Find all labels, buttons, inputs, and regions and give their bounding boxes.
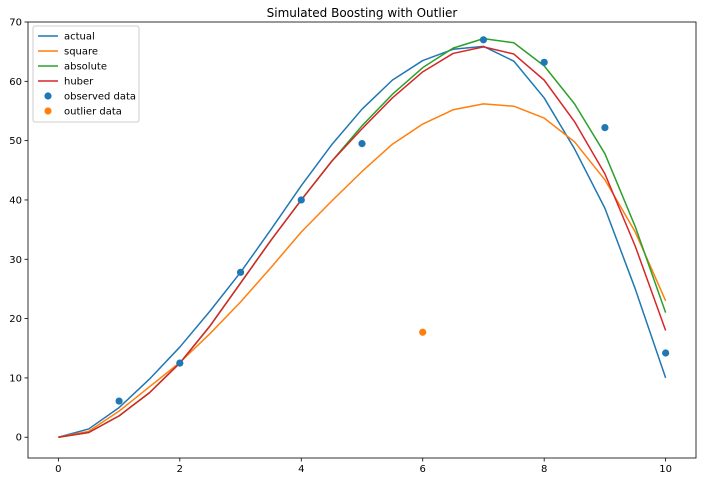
y-tick-label: 20	[9, 314, 22, 325]
legend-label-square: square	[64, 47, 98, 58]
y-tick-label: 30	[9, 255, 22, 266]
data-point-observed-data	[358, 140, 366, 148]
legend-label-actual: actual	[64, 32, 95, 43]
x-tick-label: 10	[659, 464, 672, 475]
axes-frame	[27, 21, 697, 459]
y-tick-label: 0	[16, 433, 22, 444]
y-tick-label: 70	[9, 18, 22, 29]
data-point-observed-data	[297, 196, 305, 204]
x-tick-label: 0	[55, 464, 61, 475]
data-point-observed-data	[540, 58, 548, 66]
legend-swatch-observed-data	[44, 92, 52, 100]
series-line-square	[58, 103, 667, 438]
x-tick-label: 2	[177, 464, 183, 475]
data-point-observed-data	[601, 123, 609, 132]
x-tick-label: 4	[298, 464, 304, 475]
legend: actual square absolute huber observed data ou…	[32, 25, 140, 123]
data-point-outlier-data	[419, 328, 427, 336]
data-point-observed-data	[115, 397, 123, 405]
data-point-observed-data	[176, 359, 184, 367]
data-point-observed-data	[662, 349, 670, 357]
x-tick-label: 8	[541, 464, 547, 475]
legend-label-huber: huber	[64, 77, 94, 88]
legend-label-absolute: absolute	[64, 62, 107, 73]
legend-label-outlier-data: outlier data	[64, 107, 122, 118]
series-line-actual	[58, 45, 667, 438]
y-tick-label: 40	[9, 195, 22, 206]
series-line-huber	[58, 46, 667, 438]
y-tick-label: 60	[9, 77, 22, 88]
y-tick-label: 50	[9, 136, 22, 147]
legend-frame	[32, 25, 140, 123]
legend-label-observed-data: observed data	[64, 92, 136, 103]
data-point-observed-data	[236, 268, 245, 276]
plot-area: 0 2 4 6 8 10 0 10 20 30 40 50 60 70	[9, 18, 697, 475]
y-tick-label: 10	[9, 373, 22, 384]
data-point-observed-data	[479, 36, 488, 44]
chart-title: Simulated Boosting with Outlier	[267, 6, 458, 20]
legend-swatch-outlier-data	[44, 107, 52, 115]
x-tick-label: 6	[420, 464, 426, 475]
